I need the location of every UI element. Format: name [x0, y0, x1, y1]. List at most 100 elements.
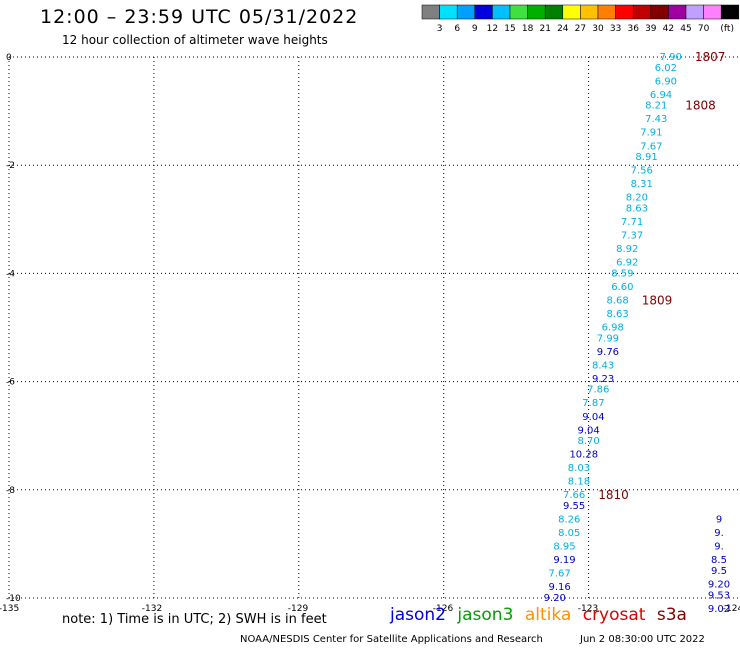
colorbar-label: 30 — [592, 24, 604, 34]
wave-height-value: 6.90 — [655, 76, 677, 87]
wave-height-value: 8.18 — [568, 477, 590, 488]
wave-height-value: 8.70 — [577, 436, 599, 447]
wave-height-value: 6.60 — [611, 282, 633, 293]
wave-height-value: 8.63 — [626, 203, 648, 214]
wave-height-value: 9.04 — [577, 425, 599, 436]
wave-height-value: 8.68 — [606, 295, 628, 306]
wave-height-value: 10.28 — [569, 450, 598, 461]
wave-height-value: 9.76 — [597, 347, 619, 358]
colorbar-unit: (ft) — [720, 24, 734, 34]
wave-height-value: 8.92 — [616, 244, 638, 255]
x-tick-label: -129 — [288, 604, 309, 614]
wave-height-value: 7.56 — [631, 166, 653, 177]
wave-height-value: 9.16 — [548, 582, 570, 593]
x-tick-label: -124 — [723, 604, 740, 614]
y-tick-label: -6 — [6, 378, 15, 388]
footer-credit: NOAA/NESDIS Center for Satellite Applica… — [240, 634, 543, 645]
wave-height-value: 8.05 — [558, 528, 580, 539]
wave-height-value: 7.71 — [621, 217, 643, 228]
wave-height-value: 6.94 — [650, 90, 672, 101]
footer-timestamp: Jun 2 08:30:00 UTC 2022 — [580, 634, 705, 645]
x-tick-label: -135 — [0, 604, 19, 614]
y-tick-label: -4 — [6, 269, 15, 279]
wave-height-value: 7.99 — [597, 333, 619, 344]
wave-height-value: 9.5 — [711, 566, 727, 577]
note-text: note: 1) Time is in UTC; 2) SWH is in fe… — [62, 612, 327, 627]
wave-height-value: 9.04 — [582, 412, 604, 423]
wave-height-value: 7.66 — [563, 490, 585, 501]
x-tick-label: -126 — [433, 604, 454, 614]
wave-height-value: 7.90 — [660, 52, 682, 63]
y-tick-label: -2 — [6, 161, 15, 171]
colorbar-label: 12 — [487, 24, 498, 34]
wave-height-value: 8.59 — [611, 268, 633, 279]
wave-height-value: 9.19 — [553, 555, 575, 566]
colorbar-label: 45 — [680, 24, 691, 34]
wave-height-value: 8.91 — [635, 152, 657, 163]
data-points: 7.906.026.906.948.217.437.917.678.917.56… — [544, 52, 730, 615]
page-title: 12:00 – 23:59 UTC 05/31/2022 — [40, 6, 359, 28]
x-tick-label: -132 — [142, 604, 162, 614]
wave-height-value: 7.91 — [640, 128, 662, 139]
color-scale-bar: 3 6 9 12 15 18 21 24 27 30 33 36 39 42 45 70 (ft) — [421, 4, 740, 34]
wave-height-value: 9.55 — [563, 501, 585, 512]
wave-height-value: 8.5 — [711, 555, 727, 566]
colorbar-label: 9 — [472, 24, 478, 34]
wave-height-value: 8.95 — [553, 542, 575, 553]
satellite-legend: jason2 jason3 altika cryosat s3a — [390, 605, 687, 625]
wave-height-value: 8.03 — [568, 463, 590, 474]
wave-height-value: 8.26 — [558, 515, 580, 526]
x-tick-label: -123 — [578, 604, 598, 614]
colorbar-label: 39 — [645, 24, 657, 34]
page-subtitle: 12 hour collection of altimeter wave hei… — [62, 33, 328, 47]
time-marker: 1810 — [598, 488, 629, 502]
y-tick-label: -10 — [6, 594, 21, 604]
tick-labels: 0 -2 -4 -6 -8 -10-135 -132 -129 -126 -123 -124 — [0, 53, 740, 614]
time-markers: 1807 1808 1809 1810 — [598, 50, 725, 502]
wave-height-value: 6.02 — [655, 63, 677, 74]
colorbar-label: 33 — [610, 24, 621, 34]
colorbar-label: 18 — [522, 24, 534, 34]
legend-cryosat: cryosat — [582, 605, 646, 625]
wave-height-value: 8.31 — [631, 179, 653, 190]
colorbar-label: 24 — [557, 24, 569, 34]
wave-height-value: 7.67 — [640, 141, 662, 152]
colorbar-label: 21 — [539, 24, 550, 34]
wave-height-value: 9. — [714, 542, 724, 553]
wave-height-value: 9 — [716, 515, 722, 526]
colorbar-label: 70 — [698, 24, 710, 34]
legend-jason3: jason3 — [457, 605, 514, 625]
colorbar-label: 3 — [437, 24, 443, 34]
wave-height-value: 8.20 — [626, 193, 648, 204]
legend-s3a: s3a — [656, 605, 687, 625]
wave-height-value: 8.63 — [606, 309, 628, 320]
wave-height-value: 9.20 — [708, 579, 730, 590]
wave-height-value: 9. — [714, 528, 724, 539]
colorbar-label: 27 — [575, 24, 586, 34]
colorbar-label: 42 — [663, 24, 674, 34]
wave-height-value: 7.86 — [587, 385, 609, 396]
wave-height-value: 7.67 — [548, 569, 570, 580]
colorbar-label: 36 — [627, 24, 639, 34]
wave-height-value: 6.98 — [602, 323, 624, 334]
time-marker: 1809 — [642, 293, 673, 307]
wave-height-value: 9.20 — [544, 593, 566, 604]
colorbar-swatch — [720, 4, 740, 20]
wave-height-value: 9.23 — [592, 374, 614, 385]
wave-height-value: 6.92 — [616, 258, 638, 269]
time-marker: 1808 — [685, 99, 716, 113]
wave-height-value: 9.02 — [708, 604, 730, 615]
colorbar-label: 6 — [454, 24, 460, 34]
wave-height-value: 9.53 — [708, 590, 730, 601]
time-marker: 1807 — [695, 50, 726, 64]
y-tick-label: 0 — [6, 53, 12, 63]
y-tick-label: -8 — [6, 486, 15, 496]
wave-height-value: 7.87 — [582, 398, 604, 409]
colorbar-label: 15 — [504, 24, 515, 34]
legend-altika: altika — [524, 605, 572, 625]
grid-lines — [8, 56, 740, 599]
wave-height-value: 7.43 — [645, 114, 667, 125]
legend-jason2: jason2 — [390, 605, 446, 625]
wave-height-value: 8.21 — [645, 101, 667, 112]
